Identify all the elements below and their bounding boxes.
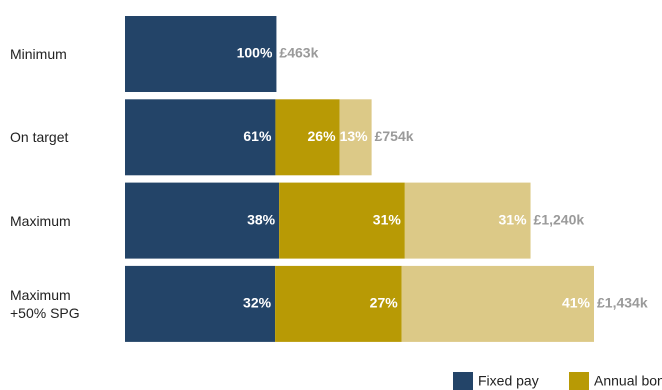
legend-swatch <box>453 372 473 390</box>
segment-label: 38% <box>247 211 276 227</box>
legend-label: Annual bonus <box>594 373 662 389</box>
segment-label: 100% <box>237 45 273 61</box>
bar-segment <box>339 99 372 176</box>
category-label: Maximum +50% SPG <box>10 286 80 321</box>
legend-label: Fixed pay <box>478 373 539 389</box>
bar-segment <box>125 16 277 92</box>
category-label: Maximum <box>10 212 71 229</box>
segment-label: 13% <box>340 128 369 144</box>
total-label: £463k <box>279 45 318 61</box>
bar-segment <box>279 182 405 259</box>
category-label: Minimum <box>10 46 67 62</box>
bar-segment <box>125 182 280 259</box>
segment-label: 61% <box>243 128 272 144</box>
total-label: £1,434k <box>597 295 648 311</box>
legend-swatch <box>569 372 589 390</box>
segment-label: 31% <box>499 211 528 227</box>
bar-segment <box>401 265 594 342</box>
segment-label: 27% <box>370 295 399 311</box>
total-label: £754k <box>375 128 414 144</box>
bar-segment <box>125 265 276 342</box>
segment-label: 41% <box>562 295 591 311</box>
total-label: £1,240k <box>534 211 585 227</box>
segment-label: 31% <box>373 211 402 227</box>
bar-segment <box>275 99 340 176</box>
segment-label: 26% <box>308 128 337 144</box>
segment-label: 32% <box>243 295 272 311</box>
bar-segment <box>404 182 531 259</box>
bar-segment <box>125 99 276 176</box>
bar-segment <box>275 265 402 342</box>
category-label: On target <box>10 129 69 146</box>
